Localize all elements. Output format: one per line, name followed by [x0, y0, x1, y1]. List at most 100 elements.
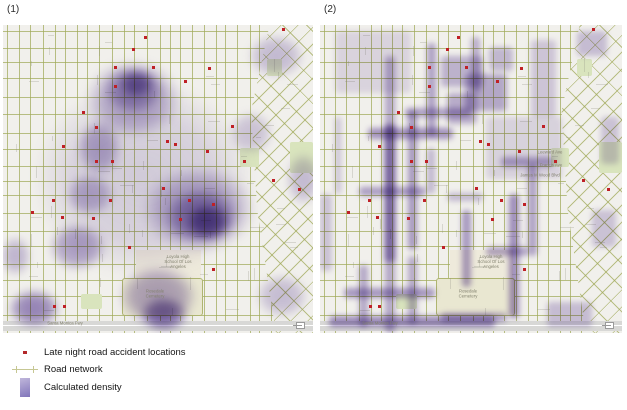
accident-point [425, 159, 429, 163]
street-name-microtext [558, 270, 560, 282]
accident-point [367, 198, 371, 202]
place-label: Rosedale Cemetery [145, 290, 165, 300]
accident-point [500, 198, 504, 202]
accident-point [161, 186, 165, 190]
accident-point [607, 188, 611, 192]
accident-point [131, 48, 135, 52]
legend: Late night road accident locations Road … [10, 344, 186, 397]
accident-point [81, 111, 85, 115]
street-name-microtext [31, 233, 33, 248]
accident-point [409, 159, 413, 163]
map-attribution-icon [292, 321, 305, 329]
street-name-microtext [98, 45, 100, 57]
accident-point [478, 140, 482, 144]
accident-point [368, 304, 372, 308]
accident-point [347, 210, 351, 214]
street-name-microtext [142, 230, 144, 237]
accident-point [428, 66, 432, 70]
accident-point [113, 66, 117, 70]
street-name-microtext [286, 83, 298, 85]
street-name-microtext [346, 217, 358, 219]
street-name-microtext [564, 267, 566, 280]
street-name-microtext [459, 139, 472, 141]
street-name-microtext [171, 232, 184, 234]
street-name-microtext [537, 309, 550, 311]
street-name-microtext [43, 310, 54, 312]
street-name-microtext [485, 308, 487, 315]
street-name-microtext [28, 275, 38, 277]
street-name-microtext [477, 197, 479, 205]
legend-item-calculated-density: Calculated density [10, 378, 186, 397]
accident-point [165, 140, 169, 144]
park-patch [80, 293, 103, 309]
street-name-microtext [120, 185, 135, 187]
street-name-microtext [207, 121, 220, 123]
street-name-microtext [446, 185, 448, 194]
street-name-microtext [132, 194, 141, 196]
street-name-microtext [416, 253, 418, 263]
panel-2-label: (2) [324, 4, 337, 15]
accident-point [582, 178, 586, 182]
street-name-microtext [96, 75, 98, 85]
street-name-microtext [169, 115, 171, 124]
accident-point [496, 80, 500, 84]
street-name-microtext [481, 115, 483, 124]
accident-point [63, 304, 67, 308]
street-name-microtext [419, 91, 431, 93]
accident-point [211, 267, 215, 271]
street-name-microtext [65, 218, 67, 229]
street-name-microtext [560, 226, 575, 228]
street-name-microtext [474, 266, 485, 268]
street-name-microtext [31, 60, 33, 67]
accident-point [188, 198, 191, 202]
street-name-microtext [332, 144, 334, 153]
street-name-microtext [206, 76, 214, 78]
street-name-microtext [273, 58, 275, 73]
accident-point [143, 36, 147, 39]
street-name-microtext [275, 224, 287, 226]
accident-point [231, 125, 235, 129]
street-name-microtext [353, 262, 355, 268]
accident-point [457, 36, 461, 39]
accident-point [377, 145, 381, 149]
street-name-microtext [181, 169, 183, 177]
accident-point [95, 126, 98, 130]
accident-point [95, 159, 98, 163]
street-name-microtext [30, 217, 42, 219]
road-line-tick [16, 366, 17, 373]
street-name-microtext [249, 226, 264, 228]
accident-point [31, 210, 35, 214]
street-name-microtext [48, 47, 50, 56]
street-name-microtext [193, 235, 208, 237]
street-name-microtext [102, 253, 104, 263]
legend-symbol-cell [10, 378, 40, 397]
legend-label-accidents: Late night road accident locations [44, 347, 186, 358]
street-name-microtext [347, 60, 349, 67]
street-name-microtext [276, 207, 285, 209]
place-label: Loyola High School Of Los Angeles [477, 255, 505, 270]
street-name-microtext [599, 246, 608, 248]
street-name-microtext [566, 136, 572, 138]
street-name-microtext [142, 161, 144, 171]
street-name-microtext [585, 224, 597, 226]
accident-point [127, 245, 131, 249]
street-name-microtext [28, 81, 39, 83]
accident-point [406, 216, 410, 220]
accident-point [152, 66, 156, 70]
park-patch [599, 142, 622, 173]
street-name-microtext [47, 35, 54, 37]
street-name-microtext [289, 246, 298, 248]
place-label: Leeward Ave [537, 149, 562, 155]
street-name-microtext [551, 156, 558, 158]
road-line-tick [33, 366, 34, 373]
accident-point [53, 304, 57, 308]
street-name-microtext [359, 310, 370, 312]
street-name-microtext [363, 35, 370, 37]
street-name-microtext [434, 185, 449, 187]
street-name-microtext [226, 309, 239, 311]
place-label: James M Wood Blvd [520, 173, 561, 178]
accident-point [519, 67, 523, 71]
street-name-microtext [388, 148, 395, 150]
street-name-microtext [456, 161, 458, 171]
